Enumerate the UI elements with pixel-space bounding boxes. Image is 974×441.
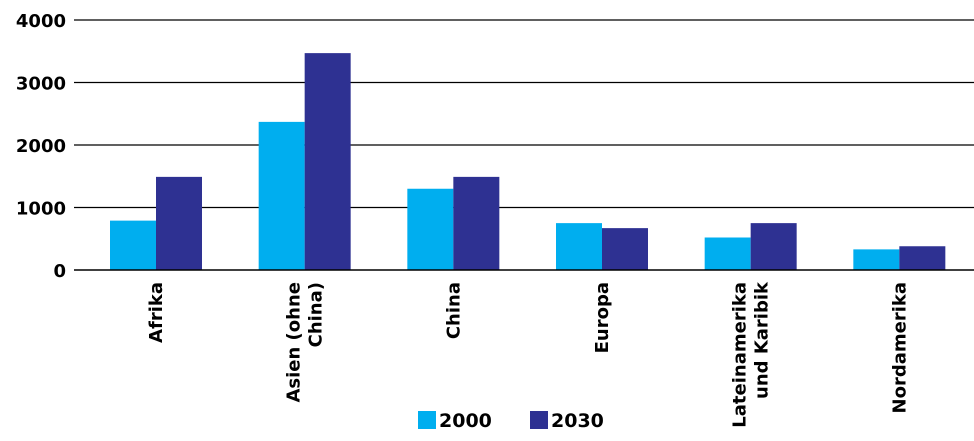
x-category-label-line: Europa xyxy=(592,282,613,353)
bar-2000-2 xyxy=(407,188,454,270)
legend-swatch-2030 xyxy=(530,411,548,429)
x-category-label-line: Asien (ohne xyxy=(284,282,305,403)
grid-layer xyxy=(74,19,974,209)
bar-2030-5 xyxy=(899,246,946,270)
legend: 2000 2030 xyxy=(418,410,604,432)
x-category-label: Nordamerika xyxy=(889,282,910,413)
bar-2030-3 xyxy=(602,228,648,270)
x-category-label-line: Lateinamerika xyxy=(730,282,751,428)
legend-swatch-2000 xyxy=(418,411,436,429)
bar-2030-2 xyxy=(453,176,500,270)
bar-2000-5 xyxy=(853,249,900,270)
bar-2000-3 xyxy=(556,223,602,270)
x-category-label: China xyxy=(443,282,464,339)
y-tick-label: 4000 xyxy=(16,11,66,32)
y-tick-label: 1000 xyxy=(16,199,66,220)
y-tick-labels: 0 1000 2000 3000 4000 xyxy=(16,11,66,282)
bars-layer xyxy=(110,53,946,270)
bar-2030-1 xyxy=(304,53,351,270)
x-category-label-line: China xyxy=(443,282,464,339)
bar-2000-1 xyxy=(258,121,305,270)
x-category-label: Europa xyxy=(592,282,613,353)
x-category-label-line: und Karibik xyxy=(752,281,773,399)
x-category-label-line: Afrika xyxy=(146,282,167,343)
bar-2000-4 xyxy=(704,237,751,270)
x-category-label: Asien (ohneChina) xyxy=(284,282,327,403)
bar-2030-0 xyxy=(156,176,202,270)
y-tick-label: 0 xyxy=(53,261,66,282)
x-category-label-line: China) xyxy=(306,282,327,347)
y-tick-label: 3000 xyxy=(16,74,66,95)
bar-2000-0 xyxy=(110,220,156,270)
legend-label-2030: 2030 xyxy=(551,410,604,432)
x-category-label-line: Nordamerika xyxy=(889,282,910,413)
x-category-label: Lateinamerikaund Karibik xyxy=(730,281,773,428)
y-tick-label: 2000 xyxy=(16,136,66,157)
x-category-label: Afrika xyxy=(146,282,167,343)
legend-label-2000: 2000 xyxy=(439,410,492,432)
x-category-labels: Afrika Asien (ohneChina) China Europa Latein… xyxy=(146,281,910,428)
bar-2030-4 xyxy=(750,223,797,270)
